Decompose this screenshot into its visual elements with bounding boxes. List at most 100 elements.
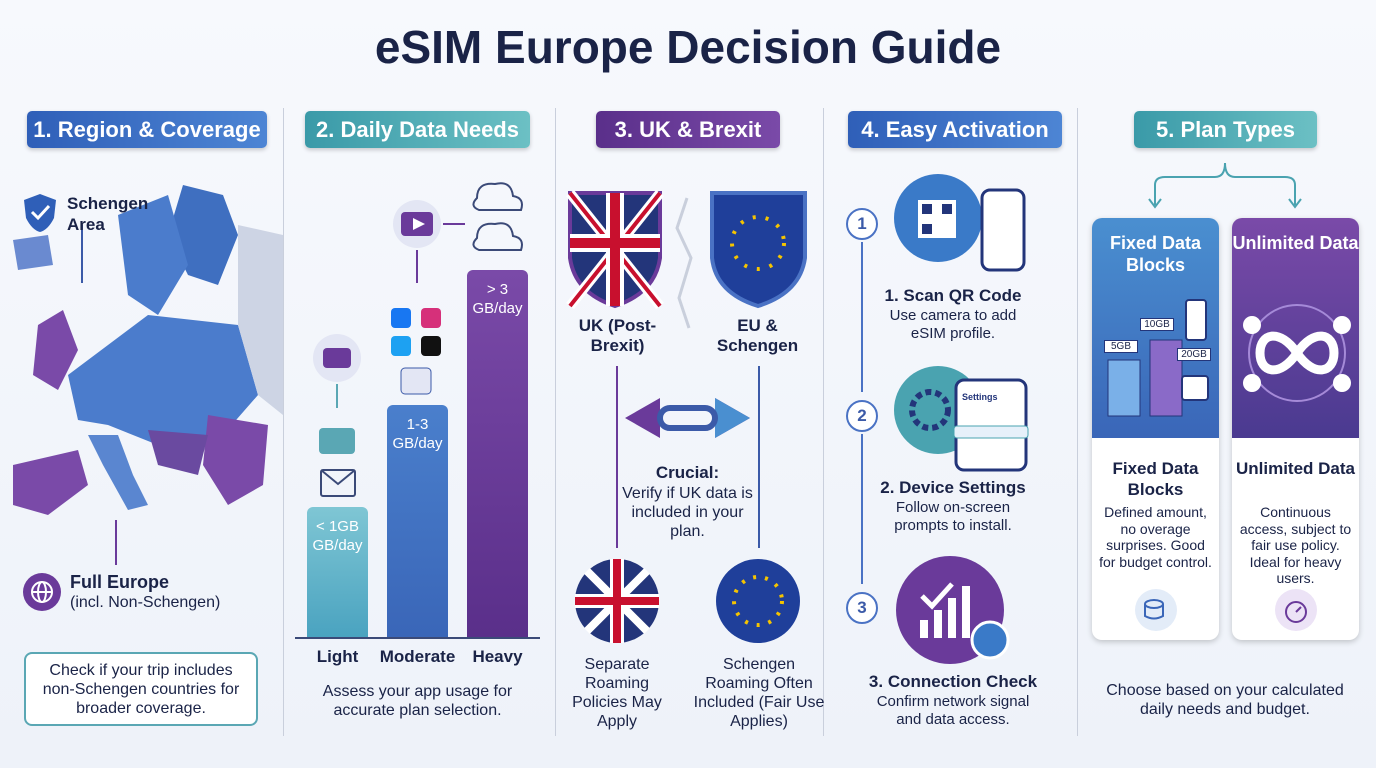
step-number: 2 xyxy=(846,400,878,432)
decoration xyxy=(962,586,970,638)
decoration xyxy=(1248,304,1346,402)
decoration xyxy=(657,405,718,431)
card-icon xyxy=(1135,589,1177,631)
card-text: Defined amount, no overage surprises. Go… xyxy=(1099,504,1212,570)
decoration xyxy=(1144,604,1164,620)
card-icon xyxy=(1275,589,1317,631)
section-heading: 4. Easy Activation xyxy=(848,111,1062,148)
category-label: Light xyxy=(316,647,359,666)
decoration xyxy=(909,389,951,431)
section-heading: 5. Plan Types xyxy=(1134,111,1317,148)
section-note: Choose based on your calculated daily ne… xyxy=(1106,682,1344,718)
europe-map xyxy=(13,185,283,565)
step-text: Confirm network signal and data access. xyxy=(876,693,1030,728)
page-title: eSIM Europe Decision Guide xyxy=(374,21,1002,73)
decoration xyxy=(37,581,47,603)
decoration xyxy=(730,215,786,271)
decoration xyxy=(13,450,88,515)
decoration xyxy=(1243,374,1261,392)
tip-box: Check if your trip includes non-Schengen… xyxy=(24,652,258,726)
app-icons xyxy=(313,182,523,497)
activation-graphics xyxy=(861,174,1029,664)
decoration xyxy=(1285,601,1307,623)
decoration xyxy=(954,378,1028,472)
decoration xyxy=(68,315,258,445)
step-title: 1. Scan QR Code xyxy=(884,286,1022,305)
section-heading: 1. Region & Coverage xyxy=(27,111,267,148)
decoration xyxy=(715,398,750,438)
decoration xyxy=(922,204,932,214)
card-title: Unlimited Data xyxy=(1235,459,1356,478)
usage-bar: > 3 GB/day xyxy=(467,270,528,637)
decoration xyxy=(948,598,956,638)
plan-card: Fixed Data Blocks 5GB 10GB 20GB Fixed Da… xyxy=(1092,218,1219,640)
crucial-title: Crucial: xyxy=(655,463,720,482)
decoration xyxy=(1255,331,1339,375)
section-heading: 3. UK & Brexit xyxy=(596,111,780,148)
usage-bar: < 1GB GB/day xyxy=(307,507,368,637)
category-label: Moderate xyxy=(379,647,456,666)
divider xyxy=(283,108,284,736)
decoration xyxy=(24,194,56,232)
decoration xyxy=(421,336,441,356)
decoration xyxy=(920,582,954,610)
uk-label: UK (Post-Brexit) xyxy=(578,316,657,355)
step-number: 1 xyxy=(846,208,878,240)
decoration xyxy=(320,469,356,497)
decoration xyxy=(472,222,523,251)
decoration xyxy=(970,620,1010,660)
decoration xyxy=(413,218,425,230)
decoration xyxy=(575,559,659,643)
decoration xyxy=(118,195,188,315)
section-note: Assess your app usage for accurate plan … xyxy=(322,683,513,719)
decoration xyxy=(980,188,1026,272)
eu-label: EU & Schengen xyxy=(716,316,799,355)
decoration xyxy=(1154,162,1296,205)
decoration xyxy=(319,428,355,454)
decoration xyxy=(1181,375,1209,401)
decoration xyxy=(400,367,432,395)
decoration xyxy=(1275,589,1317,631)
infinity-icon xyxy=(1243,304,1351,402)
block-label: 5GB xyxy=(1104,340,1138,353)
decoration xyxy=(148,430,208,475)
decoration xyxy=(391,308,411,328)
settings-label: Settings xyxy=(962,392,998,402)
decoration xyxy=(920,620,928,638)
card-text: Continuous access, subject to fair use p… xyxy=(1239,504,1352,586)
decoration xyxy=(942,204,952,214)
decoration xyxy=(238,225,283,415)
card-header: Fixed Data Blocks xyxy=(1109,233,1202,275)
decoration xyxy=(934,610,942,638)
decoration xyxy=(203,415,268,505)
uk-eu-graphics xyxy=(566,189,807,643)
decoration xyxy=(716,559,800,643)
full-europe-note: (incl. Non-Schengen) xyxy=(70,594,221,611)
decoration xyxy=(320,469,356,486)
decoration xyxy=(953,425,1029,439)
shield-icon xyxy=(24,194,56,232)
decoration xyxy=(732,575,784,627)
decoration xyxy=(1243,316,1261,334)
step-title: 3. Connection Check xyxy=(868,672,1038,691)
section-heading: 2. Daily Data Needs xyxy=(305,111,530,148)
bracket xyxy=(1148,162,1302,209)
divider xyxy=(555,108,556,736)
category-label: Heavy xyxy=(472,647,523,666)
decoration xyxy=(1185,299,1207,341)
crucial-text: Verify if UK data is included in your pl… xyxy=(622,485,753,540)
schengen-label: Schengen Area xyxy=(67,194,149,234)
decoration xyxy=(1107,359,1141,417)
card-title: Fixed Data Blocks xyxy=(1112,459,1199,499)
step-title: 2. Device Settings xyxy=(880,478,1026,497)
step-text: Use camera to add eSIM profile. xyxy=(889,307,1017,342)
decoration xyxy=(710,191,807,309)
decoration xyxy=(1135,589,1177,631)
eu-policy: Schengen Roaming Often Included (Fair Us… xyxy=(693,656,825,730)
block-label: 20GB xyxy=(1177,348,1211,361)
blocks-icon xyxy=(1107,299,1209,417)
decoration xyxy=(1148,198,1302,209)
card-header: Unlimited Data xyxy=(1232,233,1359,253)
full-europe-label: Full Europe xyxy=(70,572,169,592)
